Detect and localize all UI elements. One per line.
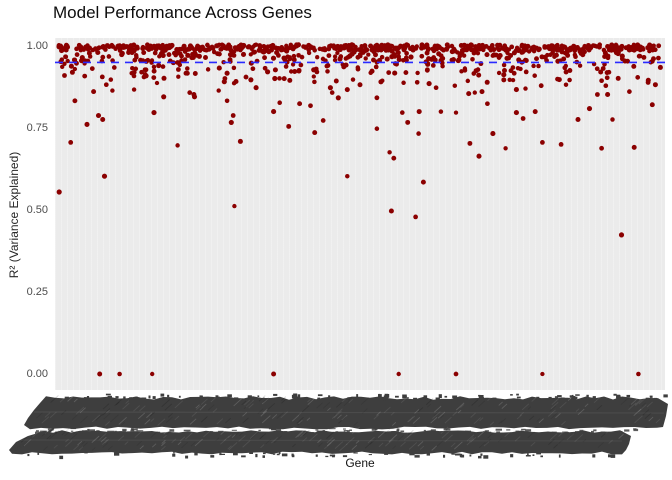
y-tick-label: 0.25 xyxy=(26,286,48,298)
y-tick-label: 1.00 xyxy=(26,40,48,52)
smear-band-lower xyxy=(9,430,631,455)
y-tick-label: 0.50 xyxy=(26,204,48,216)
smear-texture xyxy=(11,393,668,460)
x-axis-title: Gene xyxy=(345,456,375,470)
y-tick-label: 0.75 xyxy=(26,122,48,134)
x-axis-label-smear xyxy=(9,393,668,460)
smear-band-upper xyxy=(24,396,668,430)
plot-svg xyxy=(55,42,665,377)
y-tick-label: 0.00 xyxy=(26,368,48,380)
scatter-points xyxy=(56,42,663,377)
chart-title: Model Performance Across Genes xyxy=(53,3,312,22)
plot-panel xyxy=(55,38,665,390)
